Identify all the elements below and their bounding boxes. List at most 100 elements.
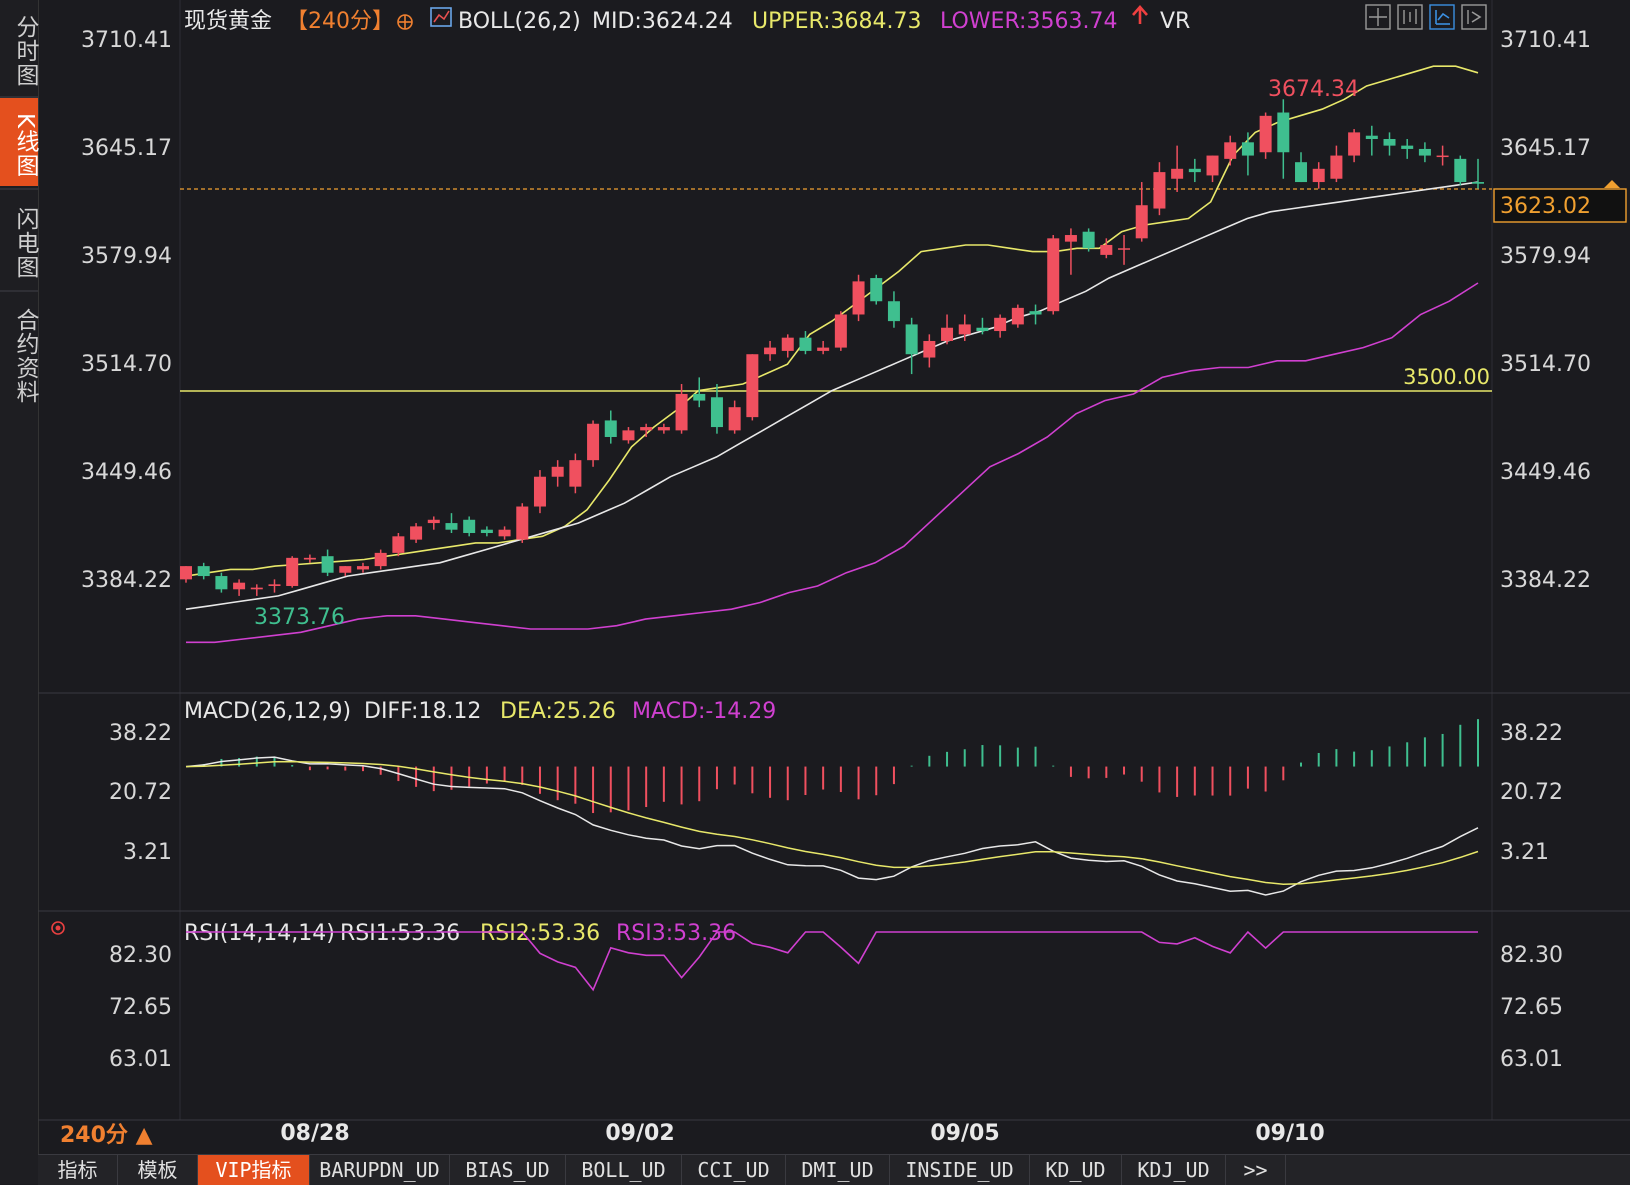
tab-vip-indicators[interactable]: VIP指标: [198, 1155, 310, 1185]
candle-body: [1153, 172, 1166, 209]
macd-y-tick-right: 3.21: [1500, 840, 1549, 865]
tab-more[interactable]: >>: [1226, 1155, 1286, 1185]
candle-body: [1188, 168, 1201, 173]
candle-body: [887, 301, 900, 322]
candle-body: [374, 552, 387, 567]
candle-body: [905, 324, 918, 355]
tab-time-share[interactable]: 分时图: [12, 15, 38, 87]
tab-bias[interactable]: BIAS_UD: [450, 1155, 566, 1185]
arrow-up-icon[interactable]: [1132, 5, 1148, 24]
main-y-tick-left: 3449.46: [81, 460, 172, 485]
candle-body: [286, 557, 299, 586]
candle-body: [1472, 182, 1484, 184]
candle-body: [1171, 168, 1184, 179]
candle-body: [1011, 307, 1024, 325]
candle-body: [551, 466, 564, 477]
tab-inside[interactable]: INSIDE_UD: [890, 1155, 1030, 1185]
crosshair-icon[interactable]: [397, 14, 413, 30]
boll-lower: LOWER:3563.74: [940, 9, 1117, 34]
candle-body: [1100, 244, 1113, 255]
candle-body: [1295, 162, 1308, 183]
candle-body: [604, 420, 617, 437]
candle-body: [657, 427, 670, 431]
candle-body: [1206, 155, 1219, 176]
main-y-axis-left: 3710.41 3645.17 3579.94 3514.70 3449.46 …: [81, 28, 172, 593]
candle-body: [339, 566, 352, 573]
candle-body: [994, 317, 1007, 332]
rsi-series[interactable]: [186, 930, 1478, 992]
candle-body: [781, 337, 794, 351]
rsi-y-tick-left: 72.65: [109, 995, 172, 1020]
main-y-tick-left: 3710.41: [81, 28, 172, 53]
macd-series[interactable]: [185, 719, 1479, 896]
macd-y-tick-right: 38.22: [1500, 721, 1563, 746]
main-y-tick-left: 3579.94: [81, 244, 172, 269]
main-y-tick-right: 3645.17: [1500, 136, 1591, 161]
main-y-tick-left: 3514.70: [81, 352, 172, 377]
candle-body: [799, 337, 812, 351]
price-level-label: 3500.00: [1403, 365, 1490, 389]
tab-templates[interactable]: 模板: [118, 1155, 198, 1185]
candle-body: [693, 393, 706, 401]
candlestick-series[interactable]: [180, 99, 1484, 596]
tab-barupdn[interactable]: BARUPDN_UD: [310, 1155, 450, 1185]
boll-upper: UPPER:3684.73: [752, 9, 922, 34]
kline-chart[interactable]: 现货黄金 【240分】 BOLL(26,2) MID:3624.24 UPPER…: [0, 0, 1630, 1154]
candle-body: [1135, 205, 1148, 239]
tab-flash-chart[interactable]: 闪电图: [12, 207, 38, 279]
candle-body: [1277, 112, 1290, 153]
candle-body: [516, 506, 529, 540]
price-tag-arrow-icon: [1604, 180, 1620, 188]
tab-kline[interactable]: K线图: [0, 98, 38, 186]
main-y-tick-right: 3384.22: [1500, 568, 1591, 593]
current-price-value: 3623.02: [1500, 194, 1591, 219]
tab-dmi[interactable]: DMI_UD: [786, 1155, 890, 1185]
indicator-chart-icon[interactable]: [430, 7, 452, 27]
main-y-tick-right: 3449.46: [1500, 460, 1591, 485]
record-icon[interactable]: [51, 921, 65, 935]
macd-y-tick-left: 3.21: [123, 840, 172, 865]
grid-layout-icon[interactable]: [1365, 4, 1391, 30]
rsi3-value: RSI3:53.36: [616, 921, 736, 946]
tab-contract-info[interactable]: 合约资料: [12, 308, 38, 404]
candle-body: [958, 324, 971, 335]
tab-kdj[interactable]: KDJ_UD: [1122, 1155, 1226, 1185]
macd-y-tick-left: 20.72: [109, 780, 172, 805]
vr-label[interactable]: VR: [1160, 9, 1190, 34]
expand-icon[interactable]: [1461, 4, 1487, 30]
candle-body: [410, 526, 423, 540]
tab-kd[interactable]: KD_UD: [1030, 1155, 1122, 1185]
indicator-tab-bar: 指标 模板 VIP指标 BARUPDN_UD BIAS_UD BOLL_UD C…: [38, 1154, 1630, 1185]
candle-body: [622, 430, 635, 441]
candle-body: [1401, 145, 1414, 149]
tab-cci[interactable]: CCI_UD: [682, 1155, 786, 1185]
candle-body: [569, 460, 582, 487]
candle-body: [321, 556, 334, 573]
candle-body: [1330, 155, 1343, 179]
candle-body: [533, 476, 546, 507]
period-label[interactable]: 【240分】: [286, 9, 394, 34]
macd-diff: DIFF:18.12: [364, 699, 481, 724]
rsi2-value: RSI2:53.36: [480, 921, 600, 946]
candle-body: [746, 354, 759, 418]
left-sidebar: 分时图 K线图 闪电图 合约资料: [0, 0, 39, 1184]
tab-indicators[interactable]: 指标: [38, 1155, 118, 1185]
chart-type-icon[interactable]: [1429, 4, 1455, 30]
period-selector[interactable]: 240分 ▲: [60, 1123, 153, 1148]
candle-body: [1436, 155, 1449, 158]
rsi-y-tick-left: 63.01: [109, 1047, 172, 1072]
tab-boll[interactable]: BOLL_UD: [566, 1155, 682, 1185]
x-axis-label: 09/02: [605, 1121, 674, 1146]
candle-body: [427, 519, 440, 524]
rsi1-value: RSI1:53.36: [340, 921, 460, 946]
rsi-y-tick-right: 63.01: [1500, 1047, 1563, 1072]
candle-body: [870, 278, 883, 302]
candle-style-icon[interactable]: [1397, 4, 1423, 30]
candle-body: [233, 582, 246, 590]
candle-body: [1348, 132, 1361, 156]
main-y-tick-right: 3514.70: [1500, 352, 1591, 377]
macd-value: MACD:-14.29: [632, 699, 776, 724]
candle-body: [215, 576, 228, 590]
macd-diff-line: [185, 756, 1479, 896]
rsi-title: RSI(14,14,14): [184, 921, 335, 946]
